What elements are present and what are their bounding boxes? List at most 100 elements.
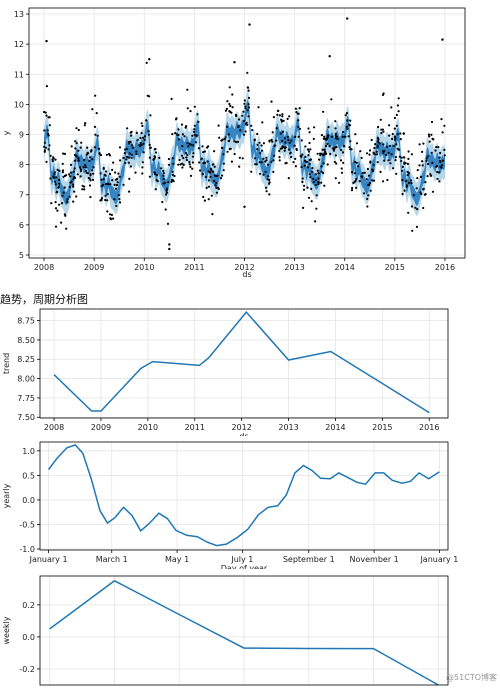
observation-point bbox=[317, 183, 320, 186]
fc-xtick-label-0: 2008 bbox=[34, 263, 54, 272]
observation-point bbox=[195, 135, 198, 138]
observation-point bbox=[338, 181, 341, 184]
observation-point bbox=[288, 148, 291, 151]
observation-point bbox=[91, 158, 94, 161]
observation-point bbox=[171, 170, 174, 173]
observation-point bbox=[213, 179, 216, 183]
observation-point bbox=[256, 148, 259, 151]
observation-point bbox=[79, 168, 82, 171]
trend-xtick-label-1: 2009 bbox=[91, 423, 111, 432]
trend-line bbox=[53, 310, 430, 414]
observation-point bbox=[311, 167, 314, 170]
observation-point bbox=[136, 138, 139, 141]
observation-point bbox=[171, 157, 174, 160]
observation-point bbox=[186, 88, 189, 91]
observation-point bbox=[171, 173, 174, 176]
observation-point bbox=[44, 146, 48, 149]
observation-point bbox=[135, 131, 138, 134]
observation-point bbox=[100, 178, 103, 181]
observation-point bbox=[422, 142, 425, 145]
observation-point bbox=[148, 175, 151, 178]
observation-point bbox=[278, 159, 281, 162]
observation-point bbox=[431, 190, 435, 193]
observation-point bbox=[294, 107, 297, 110]
weekly-frame bbox=[39, 575, 449, 686]
observation-point bbox=[265, 159, 268, 162]
observation-point bbox=[185, 156, 188, 159]
observation-point bbox=[235, 141, 238, 144]
observation-point bbox=[45, 160, 48, 163]
observation-point bbox=[75, 142, 78, 145]
observation-point bbox=[202, 162, 205, 165]
observation-point bbox=[297, 119, 300, 122]
observation-point bbox=[233, 152, 236, 156]
observation-point bbox=[264, 170, 267, 173]
observation-point bbox=[162, 182, 165, 185]
observation-point bbox=[436, 177, 439, 180]
observation-point bbox=[415, 225, 419, 228]
observation-point bbox=[221, 138, 224, 141]
observation-point bbox=[213, 174, 216, 177]
observation-point bbox=[181, 145, 184, 148]
observation-point bbox=[65, 174, 68, 177]
observation-point bbox=[194, 141, 197, 144]
fc-ytick-label-4: 9 bbox=[19, 131, 24, 140]
observation-point bbox=[98, 147, 101, 150]
observation-point bbox=[49, 154, 52, 157]
observation-point bbox=[427, 162, 430, 166]
observation-point bbox=[434, 149, 437, 152]
observation-point bbox=[262, 142, 265, 145]
observation-point bbox=[93, 146, 96, 149]
observation-point bbox=[431, 161, 434, 164]
observation-point bbox=[206, 160, 209, 163]
observation-point bbox=[129, 165, 132, 168]
observation-point bbox=[307, 196, 311, 199]
observation-point bbox=[334, 127, 337, 130]
yearly-xtick-label-3: July 1 bbox=[230, 555, 253, 564]
observation-point bbox=[44, 111, 47, 114]
observation-point bbox=[197, 147, 200, 150]
observation-point bbox=[416, 177, 419, 180]
observation-point bbox=[312, 137, 315, 140]
observation-point bbox=[354, 133, 357, 136]
observation-point bbox=[344, 135, 347, 138]
trend-ytick-label-5: 8.75 bbox=[17, 317, 35, 326]
observation-point bbox=[117, 172, 120, 175]
observation-point bbox=[96, 134, 99, 137]
observation-point bbox=[334, 132, 337, 135]
observation-point bbox=[282, 119, 285, 122]
observation-point bbox=[308, 131, 311, 134]
observation-point bbox=[388, 134, 391, 137]
observation-point bbox=[207, 145, 210, 148]
observation-point bbox=[189, 174, 193, 177]
observation-point bbox=[401, 192, 404, 196]
observation-point bbox=[89, 174, 92, 177]
observation-point bbox=[99, 172, 102, 175]
observation-point bbox=[68, 173, 71, 176]
yearly-xtick-label-4: September 1 bbox=[283, 555, 335, 564]
observation-point bbox=[166, 187, 169, 190]
observation-point bbox=[390, 153, 393, 156]
weekly-ytick-label-2: 0.2 bbox=[22, 601, 35, 610]
observation-point bbox=[115, 183, 119, 187]
observation-point bbox=[43, 141, 47, 144]
observation-point bbox=[193, 128, 196, 131]
observation-point bbox=[437, 146, 440, 149]
observation-point bbox=[214, 184, 217, 187]
observation-point bbox=[316, 169, 319, 172]
observation-point bbox=[342, 130, 345, 134]
observation-point bbox=[128, 142, 131, 145]
observation-point bbox=[345, 125, 348, 128]
observation-point bbox=[382, 151, 385, 154]
observation-point bbox=[303, 184, 306, 187]
observation-point bbox=[75, 195, 78, 198]
observation-point bbox=[138, 144, 141, 147]
observation-point bbox=[145, 119, 148, 122]
observation-point bbox=[135, 150, 138, 153]
observation-point bbox=[108, 172, 112, 176]
observation-point bbox=[370, 138, 373, 142]
observation-point bbox=[335, 145, 338, 149]
observation-point bbox=[126, 147, 129, 150]
observation-point bbox=[409, 179, 413, 182]
observation-point bbox=[107, 152, 111, 156]
